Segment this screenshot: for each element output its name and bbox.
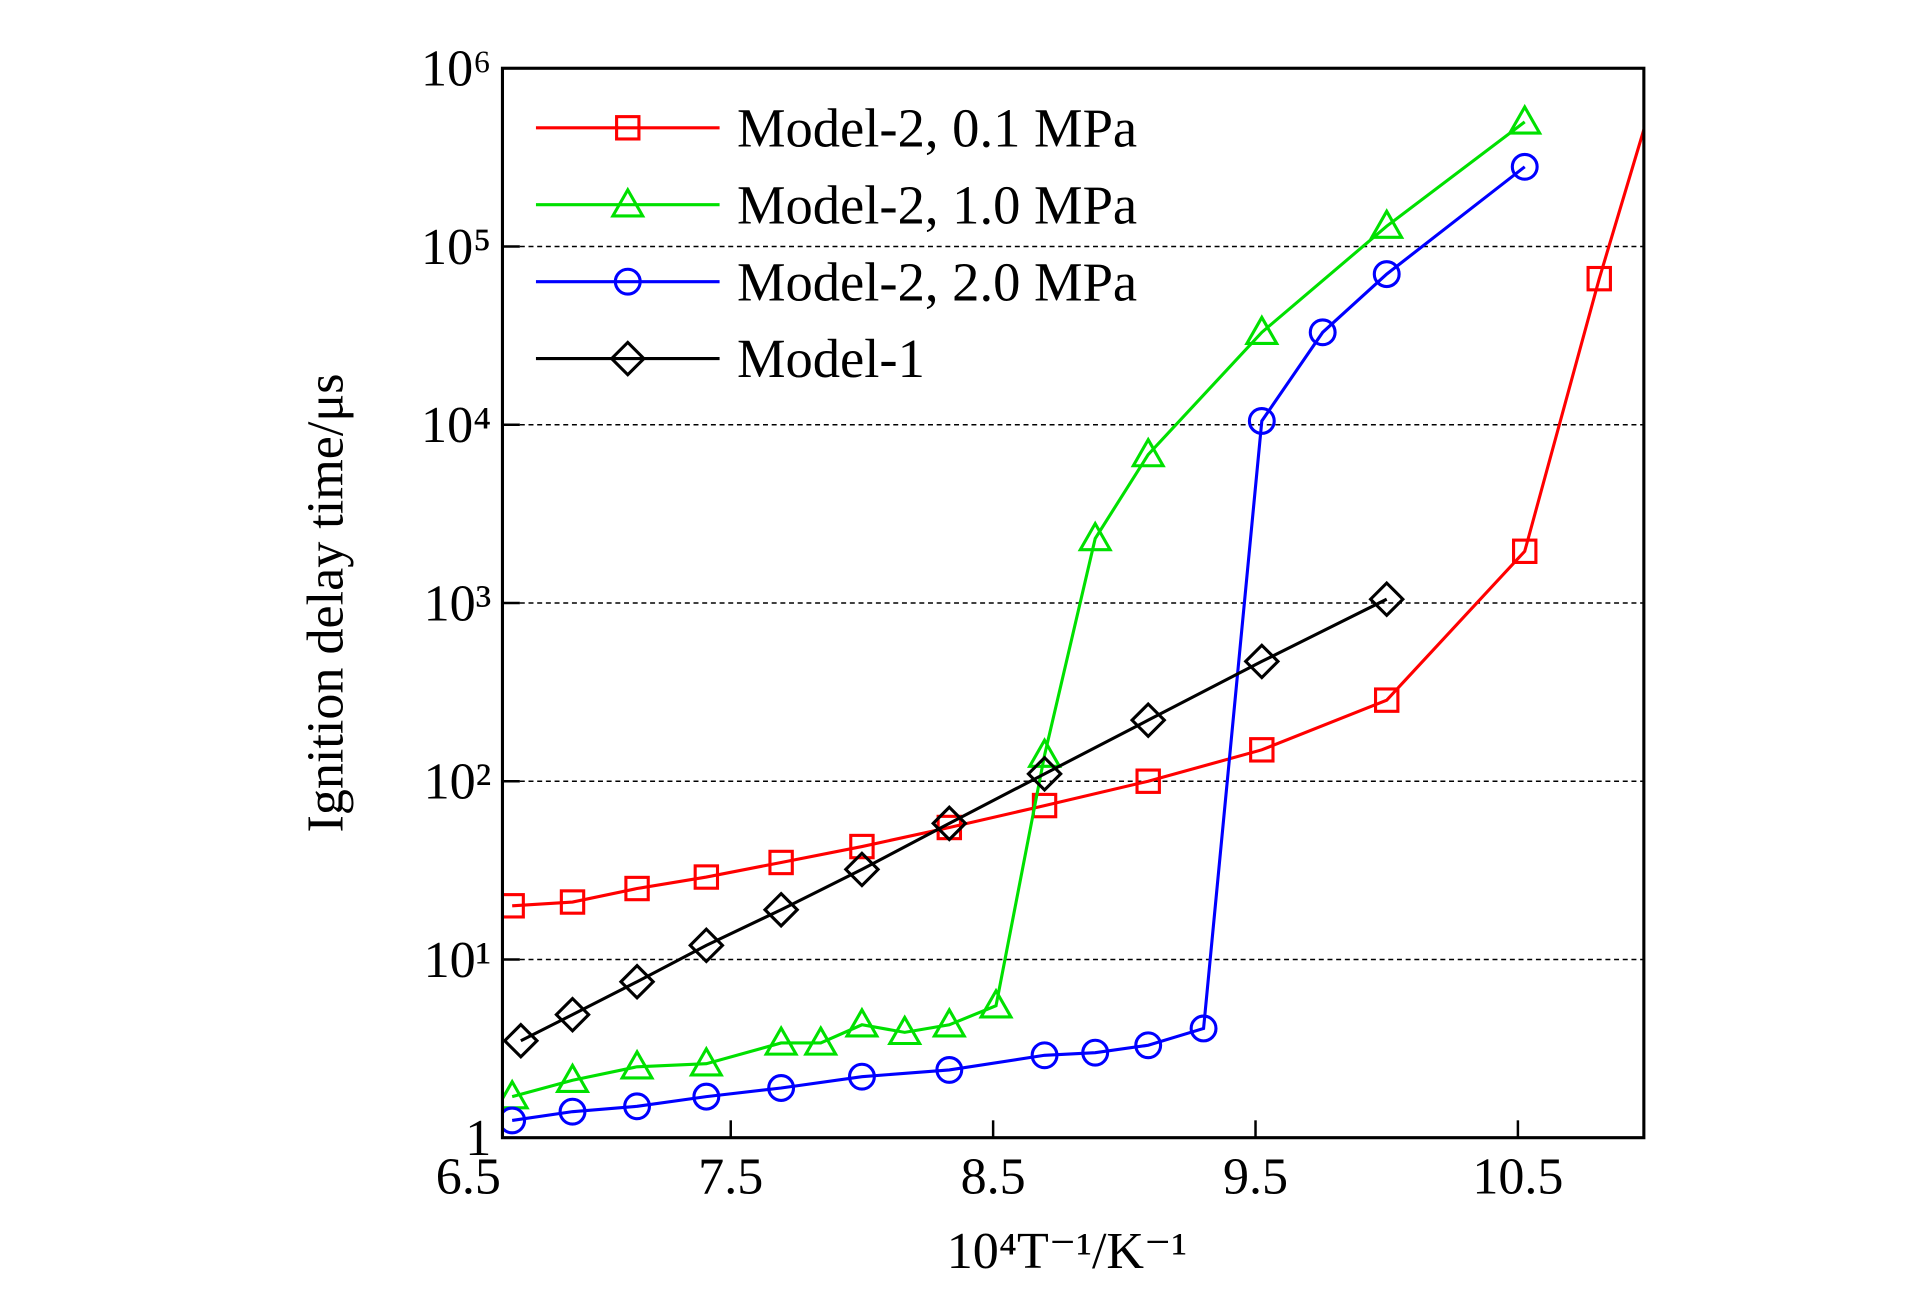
- data-point: [763, 1024, 799, 1056]
- data-point: [554, 996, 591, 1033]
- data-point: [1077, 520, 1113, 552]
- data-point: [558, 1097, 587, 1126]
- legend-marker: [609, 340, 647, 377]
- data-point: [693, 864, 720, 890]
- data-point: [844, 1006, 880, 1038]
- data-point: [843, 851, 881, 888]
- data-point: [1134, 1031, 1163, 1060]
- data-point: [1244, 314, 1280, 346]
- data-point: [1189, 1014, 1218, 1043]
- data-point: [931, 1006, 967, 1038]
- legend-label: Model-1: [737, 328, 925, 389]
- data-point: [1135, 768, 1161, 794]
- data-point: [1368, 580, 1406, 618]
- y-tick-label: 10⁵: [421, 219, 491, 276]
- data-point: [688, 927, 725, 964]
- data-point: [978, 987, 1014, 1019]
- data-point: [692, 1082, 721, 1111]
- data-point: [1081, 1038, 1110, 1067]
- data-point: [849, 833, 875, 860]
- x-tick-label: 9.5: [1223, 1149, 1288, 1206]
- plot-frame: [500, 66, 1646, 1140]
- legend-label: Model-2, 0.1 MPa: [737, 97, 1137, 158]
- data-point: [1512, 538, 1538, 564]
- legend-marker: [615, 115, 641, 141]
- data-point: [1026, 737, 1063, 768]
- data-point: [935, 1055, 964, 1084]
- plot-area: [502, 3, 1689, 1135]
- data-point: [1308, 318, 1337, 347]
- data-point: [1030, 1041, 1059, 1070]
- data-point: [847, 1062, 876, 1091]
- data-point: [762, 891, 800, 929]
- legend-marker: [613, 267, 642, 296]
- data-point: [1373, 687, 1400, 713]
- y-tick-label: 10²: [424, 754, 492, 811]
- data-point: [887, 1014, 923, 1046]
- legend-label: Model-2, 1.0 MPa: [737, 174, 1137, 235]
- data-point: [803, 1024, 839, 1056]
- x-tick-label: 6.5: [436, 1149, 501, 1206]
- data-point: [554, 1062, 591, 1093]
- data-point: [1510, 152, 1539, 181]
- data-point: [1249, 737, 1275, 763]
- data-point: [502, 893, 525, 919]
- series-line: [511, 120, 1526, 1099]
- data-point: [688, 1045, 724, 1077]
- data-point: [1026, 755, 1063, 793]
- x-tick-label: 7.5: [698, 1149, 763, 1206]
- data-point: [559, 889, 586, 915]
- data-point: [618, 963, 656, 1001]
- series-line: [511, 165, 1526, 1122]
- y-tick-label: 10¹: [424, 932, 492, 989]
- data-point: [1247, 407, 1276, 435]
- data-point: [1243, 643, 1281, 680]
- x-axis-label: 10⁴T⁻¹/K⁻¹: [947, 1223, 1187, 1280]
- y-tick-label: 1: [465, 1110, 491, 1167]
- data-point: [624, 875, 650, 902]
- data-point: [1369, 208, 1405, 239]
- data-point: [1667, 3, 1689, 25]
- data-point: [502, 1106, 527, 1135]
- data-point: [767, 1074, 796, 1102]
- x-tick-label: 10.5: [1472, 1149, 1563, 1206]
- data-point: [930, 805, 968, 842]
- data-point: [502, 1022, 540, 1060]
- data-point: [1130, 436, 1166, 468]
- series-line: [520, 597, 1388, 1043]
- legend-marker: [610, 186, 646, 218]
- data-point: [1372, 260, 1401, 289]
- y-axis-label: Ignition delay time/μs: [297, 373, 354, 832]
- legend-label: Model-2, 2.0 MPa: [737, 251, 1137, 312]
- y-tick-label: 10⁴: [421, 397, 491, 454]
- data-point: [1129, 701, 1167, 739]
- y-tick-label: 10³: [424, 575, 492, 632]
- data-point: [1586, 265, 1612, 292]
- x-tick-label: 8.5: [961, 1149, 1026, 1206]
- data-point: [1507, 103, 1543, 135]
- data-point: [768, 849, 794, 876]
- data-point: [619, 1048, 655, 1080]
- data-point: [623, 1092, 652, 1121]
- y-tick-label: 10⁶: [421, 41, 491, 98]
